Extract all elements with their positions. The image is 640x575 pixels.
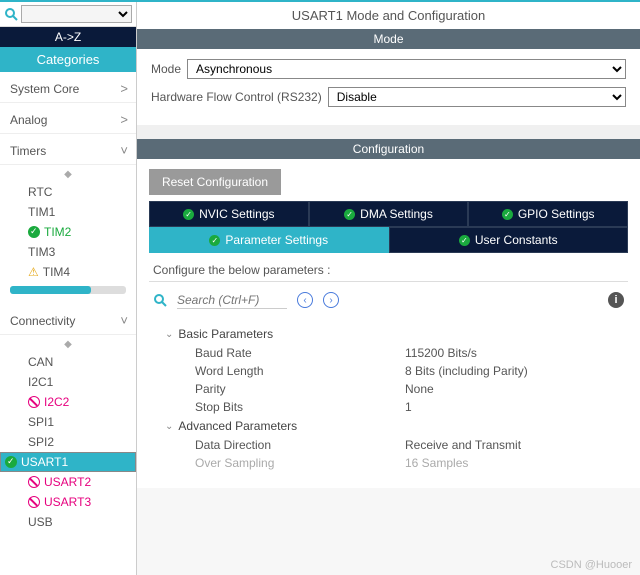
param-row[interactable]: ParityNone [151, 380, 626, 398]
collapse-icon[interactable]: ◆ [0, 337, 136, 352]
sort-az-tab[interactable]: A->Z [0, 27, 136, 47]
param-key: Over Sampling [195, 456, 405, 470]
tab-parameter-settings[interactable]: ✓Parameter Settings [149, 227, 389, 253]
check-icon: ✓ [459, 235, 470, 246]
param-value: 115200 Bits/s [405, 346, 477, 360]
sidebar-search-select[interactable] [21, 5, 132, 23]
param-key: Parity [195, 382, 405, 396]
param-group-advanced-parameters[interactable]: ⌄Advanced Parameters [151, 416, 626, 436]
sidebar-item-tim2[interactable]: TIM2 [0, 222, 136, 242]
sidebar-item-spi1[interactable]: SPI1 [0, 412, 136, 432]
param-value: Receive and Transmit [405, 438, 521, 452]
collapse-icon[interactable]: ◆ [0, 167, 136, 182]
param-key: Stop Bits [195, 400, 405, 414]
configuration-header: Configuration [137, 139, 640, 159]
tab-user-constants[interactable]: ✓User Constants [389, 227, 629, 253]
param-search-input[interactable] [177, 291, 287, 309]
param-row[interactable]: Over Sampling16 Samples [151, 454, 626, 472]
check-icon: ✓ [344, 209, 355, 220]
search-icon [4, 7, 18, 21]
sidebar-item-tim3[interactable]: TIM3 [0, 242, 136, 262]
tab-gpio-settings[interactable]: ✓GPIO Settings [468, 201, 628, 227]
configure-hint: Configure the below parameters : [149, 259, 628, 282]
category-system-core[interactable]: System Core> [0, 72, 136, 103]
page-title: USART1 Mode and Configuration [137, 2, 640, 29]
param-value: 16 Samples [405, 456, 468, 470]
sidebar: A->Z Categories System Core>Analog>Timer… [0, 2, 137, 575]
chevron-down-icon: ⌄ [165, 421, 173, 432]
sidebar-item-usart1[interactable]: USART1 [0, 452, 136, 472]
param-row[interactable]: Baud Rate115200 Bits/s [151, 344, 626, 362]
sidebar-item-i2c1[interactable]: I2C1 [0, 372, 136, 392]
disabled-icon [28, 476, 40, 488]
mode-label: Hardware Flow Control (RS232) [151, 90, 322, 104]
category-analog[interactable]: Analog> [0, 103, 136, 134]
info-icon[interactable]: i [608, 292, 624, 308]
category-timers[interactable]: Timers˅ [0, 134, 136, 165]
mode-select-hardware-flow-control-rs-[interactable]: Disable [328, 87, 626, 107]
search-icon [153, 293, 167, 307]
sidebar-item-usart3[interactable]: USART3 [0, 492, 136, 512]
tab-nvic-settings[interactable]: ✓NVIC Settings [149, 201, 309, 227]
sort-categories-tab[interactable]: Categories [0, 47, 136, 72]
param-row[interactable]: Stop Bits1 [151, 398, 626, 416]
param-key: Baud Rate [195, 346, 405, 360]
param-search-row: ‹ › i [149, 288, 628, 312]
param-row[interactable]: Word Length8 Bits (including Parity) [151, 362, 626, 380]
search-prev-button[interactable]: ‹ [297, 292, 313, 308]
check-icon [28, 226, 40, 238]
disabled-icon [28, 496, 40, 508]
mode-header: Mode [137, 29, 640, 49]
param-row[interactable]: Data DirectionReceive and Transmit [151, 436, 626, 454]
main-panel: USART1 Mode and Configuration Mode Mode A… [137, 2, 640, 575]
check-icon [5, 456, 17, 468]
watermark: CSDN @Huooer [551, 559, 632, 571]
check-icon: ✓ [183, 209, 194, 220]
reset-configuration-button[interactable]: Reset Configuration [149, 169, 281, 195]
category-connectivity[interactable]: Connectivity˅ [0, 304, 136, 335]
check-icon: ✓ [502, 209, 513, 220]
sidebar-item-usb[interactable]: USB [0, 512, 136, 532]
sidebar-item-tim4[interactable]: ⚠TIM4 [0, 262, 136, 282]
param-group-basic-parameters[interactable]: ⌄Basic Parameters [151, 324, 626, 344]
sidebar-item-tim1[interactable]: TIM1 [0, 202, 136, 222]
sidebar-item-spi2[interactable]: SPI2 [0, 432, 136, 452]
sidebar-item-rtc[interactable]: RTC [0, 182, 136, 202]
scrollbar[interactable] [10, 286, 126, 294]
param-key: Data Direction [195, 438, 405, 452]
disabled-icon [28, 396, 40, 408]
mode-label: Mode [151, 62, 181, 76]
chevron-down-icon: ⌄ [165, 329, 173, 340]
sidebar-item-i2c2[interactable]: I2C2 [0, 392, 136, 412]
param-key: Word Length [195, 364, 405, 378]
sidebar-item-can[interactable]: CAN [0, 352, 136, 372]
tab-dma-settings[interactable]: ✓DMA Settings [309, 201, 469, 227]
mode-row: Mode Asynchronous [151, 59, 626, 79]
sidebar-search [0, 2, 136, 27]
warning-icon: ⚠ [28, 265, 39, 279]
check-icon: ✓ [209, 235, 220, 246]
param-value: 8 Bits (including Parity) [405, 364, 528, 378]
param-value: 1 [405, 400, 412, 414]
param-value: None [405, 382, 434, 396]
sidebar-item-usart2[interactable]: USART2 [0, 472, 136, 492]
search-next-button[interactable]: › [323, 292, 339, 308]
mode-select-mode[interactable]: Asynchronous [187, 59, 626, 79]
mode-row: Hardware Flow Control (RS232) Disable [151, 87, 626, 107]
